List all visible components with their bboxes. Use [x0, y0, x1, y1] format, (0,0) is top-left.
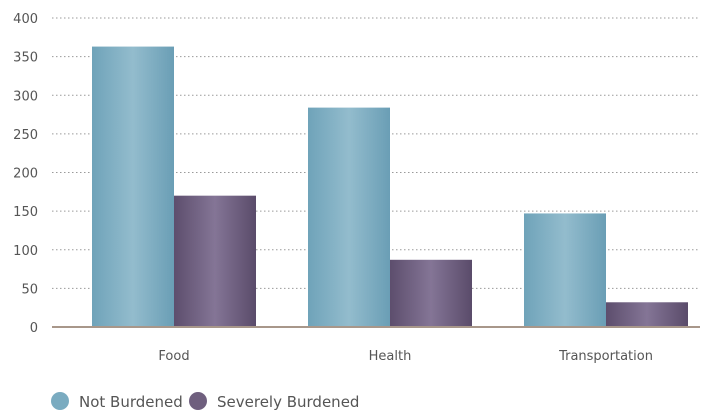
legend-swatch-not-burdened — [51, 392, 69, 410]
bar-food-not-burdened — [92, 46, 174, 328]
y-tick-label: 200 — [13, 167, 38, 182]
y-tick-label: 300 — [13, 89, 38, 104]
x-category-label: Health — [369, 349, 412, 364]
legend-label-severely-burdened: Severely Burdened — [217, 393, 359, 411]
bar-transportation-not-burdened — [524, 213, 606, 327]
y-axis-ticks: 0 50 100 150 200 250 300 350 400 — [13, 12, 38, 336]
bar-health-not-burdened — [308, 107, 390, 327]
x-category-label: Transportation — [558, 349, 653, 364]
y-tick-label: 0 — [30, 321, 38, 336]
y-tick-label: 400 — [13, 12, 38, 27]
x-category-label: Food — [158, 349, 189, 364]
bar-transportation-severely-burdened — [606, 302, 688, 327]
legend-label-not-burdened: Not Burdened — [79, 393, 183, 411]
bar-health-severely-burdened — [390, 259, 472, 327]
x-axis-categories: Food Health Transportation — [158, 349, 653, 364]
y-tick-label: 250 — [13, 128, 38, 143]
legend-swatch-severely-burdened — [189, 392, 207, 410]
y-tick-label: 50 — [21, 282, 38, 297]
y-tick-label: 100 — [13, 244, 38, 259]
bar-food-severely-burdened — [174, 195, 256, 327]
bars — [92, 46, 688, 328]
legend: Not Burdened Severely Burdened — [51, 392, 359, 411]
y-tick-label: 150 — [13, 205, 38, 220]
y-tick-label: 350 — [13, 51, 38, 66]
